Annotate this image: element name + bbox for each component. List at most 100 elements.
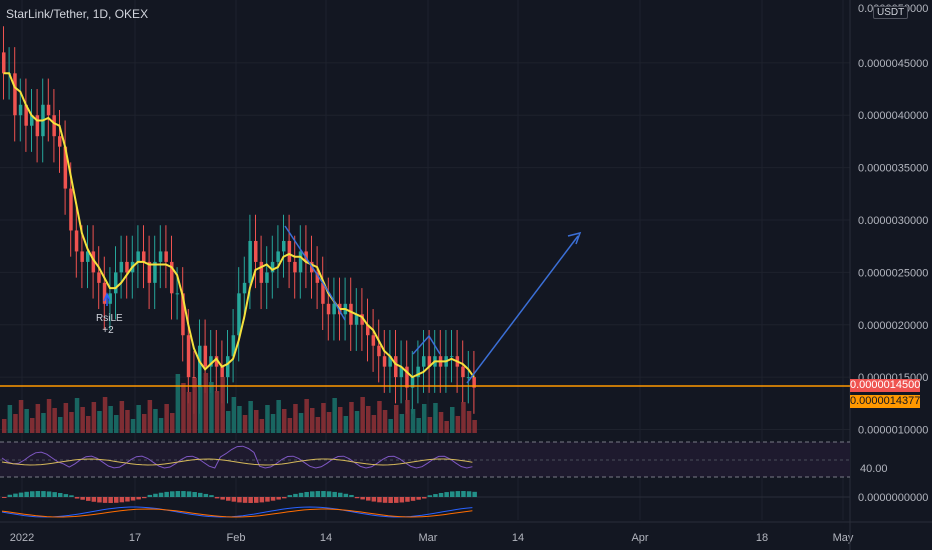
macd-histogram-bar	[433, 494, 438, 497]
volume-bar	[136, 405, 141, 433]
macd-histogram-bar	[52, 492, 57, 497]
volume-bar	[24, 409, 29, 433]
candle-body	[332, 303, 336, 315]
candle-body	[427, 356, 432, 367]
candle-body	[388, 356, 392, 367]
macd-histogram-bar	[114, 497, 119, 503]
candle-body	[52, 115, 56, 137]
macd-histogram-bar	[254, 497, 259, 503]
candle-body	[242, 282, 247, 294]
volume-bar	[186, 392, 192, 433]
macd-histogram-bar	[343, 493, 349, 497]
volume-bar	[343, 416, 349, 433]
macd-histogram-bar	[164, 491, 169, 497]
volume-bar	[259, 419, 265, 433]
macd-histogram-bar	[147, 494, 153, 497]
macd-histogram-bar	[326, 491, 332, 497]
macd-histogram-bar	[203, 493, 209, 497]
price-axis-label: 0.0000025000	[858, 267, 928, 279]
volume-bar	[74, 398, 80, 433]
volume-bar	[203, 373, 209, 433]
volume-bar	[220, 377, 225, 433]
candle-body	[377, 345, 381, 357]
volume-bar	[108, 406, 113, 433]
volume-bar	[466, 411, 472, 433]
candle-body	[422, 356, 426, 367]
macd-histogram-bar	[209, 495, 214, 497]
macd-histogram-bar	[80, 497, 85, 500]
volume-bar	[310, 408, 315, 433]
volume-bar	[315, 417, 321, 433]
candle-body	[13, 73, 17, 116]
volume-bar	[30, 418, 35, 433]
macd-histogram-bar	[332, 491, 337, 497]
volume-bar	[405, 400, 410, 433]
macd-histogram-bar	[102, 497, 108, 503]
candle-body	[186, 335, 191, 378]
symbol-title[interactable]: StarLink/Tether, 1D, OKEX	[6, 7, 149, 21]
volume-bar	[265, 405, 270, 433]
candle-body	[30, 115, 34, 126]
candle-body	[321, 282, 325, 304]
candle-body	[35, 115, 40, 137]
volume-bar	[377, 401, 382, 433]
candle-body	[326, 303, 331, 315]
macd-histogram-bar	[24, 491, 29, 497]
macd-signal-line	[1, 508, 473, 518]
time-axis-label: Feb	[227, 532, 246, 544]
volume-bar	[119, 401, 125, 433]
macd-histogram-bar	[30, 491, 35, 497]
volume-bar	[433, 403, 438, 433]
currency-button[interactable]: USDT	[873, 6, 909, 19]
volume-bar	[7, 405, 13, 433]
volume-bar	[63, 403, 69, 433]
time-axis-label: May	[833, 532, 854, 544]
volume-bar	[349, 402, 354, 433]
rsi-entry-annotation: RsiLE +2	[96, 313, 123, 337]
macd-histogram-bar	[371, 497, 377, 502]
candle-body	[158, 251, 163, 262]
volume-bar	[242, 415, 248, 433]
candle-body	[394, 356, 398, 378]
price-axis-label: 0.0000010000	[858, 425, 928, 437]
macd-histogram-bar	[226, 497, 231, 501]
macd-histogram-bar	[310, 491, 315, 497]
macd-histogram-bar	[472, 491, 477, 497]
macd-histogram-bar	[416, 497, 421, 500]
macd-histogram-bar	[399, 497, 405, 503]
candle-body	[270, 261, 275, 273]
macd-histogram-bar	[461, 491, 466, 497]
volume-bar	[427, 417, 433, 433]
volume-bar	[332, 398, 337, 433]
volume-bar	[97, 411, 102, 433]
candle-body	[125, 261, 129, 273]
candle-body	[298, 251, 303, 273]
candle-body	[248, 240, 252, 283]
candle-body	[69, 188, 73, 231]
volume-bar	[248, 401, 253, 433]
price-axis-label: 0.0000040000	[858, 110, 928, 122]
candle-body	[349, 303, 353, 325]
time-axis-label: 18	[756, 532, 768, 544]
macd-histogram-bar	[125, 497, 130, 502]
candle-body	[181, 293, 185, 336]
candle-body	[209, 356, 213, 367]
volume-bar	[175, 374, 181, 433]
volume-bar	[142, 414, 147, 433]
volume-bar	[209, 382, 214, 433]
candle-body	[198, 345, 202, 388]
moving-average-line	[3, 72, 475, 379]
volume-bar	[282, 409, 287, 433]
volume-bar	[399, 414, 405, 433]
candle-body	[170, 261, 174, 294]
volume-bar	[91, 402, 97, 433]
volume-bar	[198, 387, 203, 433]
volume-bar	[58, 417, 63, 433]
candle-body	[175, 293, 180, 295]
candle-body	[91, 251, 96, 273]
macd-histogram-bar	[293, 493, 298, 497]
candle-body	[315, 272, 320, 283]
macd-histogram-bar	[136, 497, 141, 500]
annotation-value: +2	[102, 325, 114, 336]
